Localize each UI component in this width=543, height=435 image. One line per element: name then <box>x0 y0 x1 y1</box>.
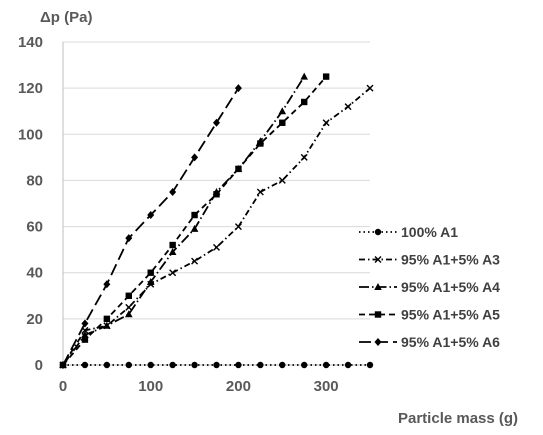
legend-marker <box>374 228 382 236</box>
data-point <box>300 72 309 80</box>
data-point <box>147 211 155 220</box>
y-tick-label: 100 <box>18 126 43 143</box>
data-point <box>279 119 286 126</box>
data-point <box>169 269 177 277</box>
x-tick-label: 0 <box>59 378 67 395</box>
data-point <box>257 361 264 369</box>
series-4 <box>59 73 330 369</box>
legend-marker <box>374 311 382 318</box>
x-tick-label: 100 <box>138 378 163 395</box>
legend-marker <box>374 338 382 346</box>
data-point <box>234 84 242 93</box>
data-point <box>190 224 199 232</box>
legend-label: 100% A1 <box>401 224 458 240</box>
tick-labels: 0 20 40 60 80 100 120 140 0 100 200 300 <box>18 34 339 395</box>
data-point <box>103 361 111 369</box>
series-group <box>59 72 374 369</box>
data-point <box>366 361 374 369</box>
data-point <box>213 243 220 251</box>
data-point <box>278 176 286 184</box>
data-point <box>146 277 155 285</box>
data-point <box>278 107 287 115</box>
data-point <box>103 280 111 289</box>
data-point <box>81 361 89 369</box>
x-tick-label: 300 <box>314 378 339 395</box>
data-point <box>235 361 242 369</box>
data-point <box>322 73 330 80</box>
y-tick-label: 0 <box>35 357 43 374</box>
data-point <box>191 211 198 219</box>
data-point <box>103 315 111 323</box>
data-point <box>125 303 133 311</box>
legend-entry: 95% A1+5% A4 <box>359 279 500 295</box>
y-axis-label: Δp (Pa) <box>40 9 92 26</box>
data-point <box>322 119 330 127</box>
data-point <box>366 84 374 92</box>
data-point <box>59 361 67 369</box>
data-point <box>191 153 199 162</box>
data-point <box>234 223 242 231</box>
data-point <box>300 153 308 161</box>
data-point <box>147 361 154 369</box>
data-point <box>169 187 177 196</box>
legend-label: 95% A1+5% A4 <box>401 279 500 295</box>
data-point <box>257 140 264 147</box>
data-point <box>125 292 132 299</box>
data-point <box>169 241 176 249</box>
y-tick-label: 140 <box>18 34 43 51</box>
data-point <box>301 98 308 106</box>
data-point <box>169 361 176 369</box>
y-tick-label: 80 <box>26 172 43 189</box>
data-point <box>191 361 198 369</box>
data-point <box>256 188 264 196</box>
data-point <box>344 103 352 111</box>
legend-entry: 95% A1+5% A6 <box>359 334 500 350</box>
legend-label: 95% A1+5% A5 <box>401 307 500 323</box>
series-1 <box>59 361 374 369</box>
legend-entry: 100% A1 <box>359 224 458 240</box>
legend: 100% A1 95% A1+5% A3 95% A1+5% A4 95% A1+5%… <box>359 224 500 350</box>
legend-entry: 95% A1+5% A5 <box>359 307 500 323</box>
y-tick-label: 60 <box>26 219 43 236</box>
legend-label: 95% A1+5% A6 <box>401 334 500 350</box>
data-point <box>81 331 89 339</box>
data-point <box>322 361 330 369</box>
data-point <box>213 118 220 127</box>
data-point <box>147 269 154 276</box>
data-point <box>81 336 89 343</box>
y-tick-label: 40 <box>26 265 43 282</box>
legend-marker <box>374 256 382 263</box>
data-point <box>124 310 133 318</box>
data-point <box>81 319 89 328</box>
legend-entry: 95% A1+5% A3 <box>359 252 500 268</box>
data-point <box>125 361 132 369</box>
data-point <box>279 361 286 369</box>
data-point <box>213 191 220 198</box>
data-point <box>103 321 111 329</box>
data-point <box>191 257 199 265</box>
data-point <box>125 234 133 243</box>
data-point <box>235 165 242 173</box>
y-tick-label: 20 <box>26 311 43 328</box>
series-5 <box>59 84 242 369</box>
x-tick-label: 200 <box>226 378 251 395</box>
data-point <box>301 361 308 369</box>
series-3 <box>59 72 309 368</box>
y-tick-label: 120 <box>18 80 43 97</box>
data-point <box>168 247 177 255</box>
data-point <box>344 361 352 369</box>
legend-label: 95% A1+5% A3 <box>401 252 500 268</box>
series-line <box>62 76 305 366</box>
legend-marker <box>374 283 382 290</box>
series-line <box>62 76 327 366</box>
gridlines <box>63 41 370 320</box>
x-axis-label: Particle mass (g) <box>398 410 518 427</box>
data-point <box>213 361 220 369</box>
